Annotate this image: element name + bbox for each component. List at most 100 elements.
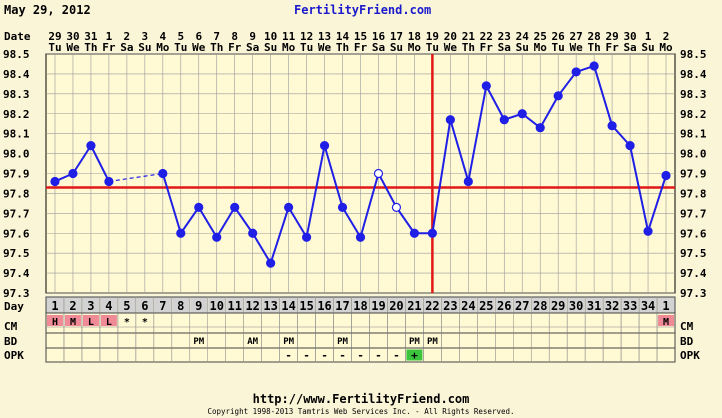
temp-point (463, 176, 473, 187)
opk-value: - (393, 349, 400, 362)
bd-value: AM (247, 337, 258, 347)
cycle-day-label: 33 (623, 299, 637, 313)
day-cell-bg (621, 297, 639, 313)
weekday-label: Su (390, 41, 403, 54)
weekday-label: Fr (480, 41, 494, 54)
weekday-label: Th (462, 41, 475, 54)
cycle-day-label: 28 (533, 299, 547, 313)
temp-line-segment (557, 71, 577, 97)
site-link[interactable]: FertilityFriend.com (294, 3, 432, 17)
date-label: 27 (570, 30, 583, 43)
date-label: 14 (336, 30, 350, 43)
date-label: 3 (142, 30, 149, 43)
weekday-label: Su (264, 41, 277, 54)
temp-point (481, 81, 491, 91)
opk-value: + (411, 349, 418, 362)
cycle-day-label: 18 (353, 299, 367, 313)
temp-point (104, 176, 114, 187)
y-tick-label-right: 98.5 (680, 48, 707, 61)
date-label: 4 (160, 30, 167, 43)
weekday-label: Sa (623, 41, 636, 54)
temp-line-segment (108, 172, 163, 183)
temp-point (391, 202, 402, 212)
temp-point (230, 202, 240, 212)
temp-point (643, 226, 653, 236)
day-cell-bg (172, 297, 190, 313)
day-cell-bg (387, 297, 405, 313)
opk-value: - (321, 349, 328, 362)
temp-point (607, 121, 617, 131)
weekday-label: Th (210, 41, 223, 54)
temp-line-segment (251, 232, 272, 264)
date-label: 18 (408, 30, 421, 43)
bd-value: PM (283, 337, 294, 347)
temp-line-segment (431, 119, 452, 234)
temp-line-segment (467, 85, 488, 182)
bd-row-label-left: BD (4, 335, 18, 348)
temp-line-segment (377, 173, 398, 208)
y-tick-label-right: 98.1 (680, 128, 707, 141)
y-tick-label-left: 97.4 (3, 267, 30, 280)
temp-line-segment (539, 95, 560, 129)
cm-value: M (663, 317, 669, 328)
date-label: 23 (498, 30, 511, 43)
date-label: 26 (552, 30, 566, 43)
cycle-day-label: 11 (227, 299, 241, 313)
day-cell-bg (657, 297, 675, 313)
temp-line-segment (305, 145, 326, 238)
cycle-day-label: 7 (159, 299, 166, 313)
date-label: 22 (480, 30, 493, 43)
weekday-label: Th (588, 41, 601, 54)
weekday-label: Mo (408, 41, 422, 54)
weekday-label: Tu (174, 41, 187, 54)
cm-highlight (100, 315, 117, 326)
y-tick-label-left: 98.3 (3, 88, 30, 101)
day-cell-bg (316, 297, 334, 313)
cm-highlight (64, 315, 81, 326)
date-label: 2 (124, 30, 131, 43)
date-label: 11 (282, 30, 296, 43)
day-cell-bg (82, 297, 100, 313)
date-label: 16 (372, 30, 386, 43)
cycle-day-label: 30 (569, 299, 583, 313)
cm-value: L (88, 317, 94, 328)
temp-point (409, 228, 420, 238)
day-cell-bg (280, 297, 298, 313)
cm-highlight (82, 315, 99, 326)
date-label: 13 (318, 30, 331, 43)
day-cell-bg (585, 297, 603, 313)
day-cell-bg (549, 297, 567, 313)
temp-point (176, 228, 186, 238)
temp-point (248, 228, 258, 238)
weekday-label: Tu (48, 41, 61, 54)
date-label: 29 (48, 30, 61, 43)
weekday-label: Su (516, 41, 529, 54)
y-tick-label-left: 98.2 (3, 108, 30, 121)
day-cell-bg (46, 297, 64, 313)
temp-line-segment (485, 85, 506, 121)
cm-row (45, 312, 676, 334)
day-cell-bg (603, 297, 621, 313)
date-label: 19 (426, 30, 439, 43)
temp-point (625, 141, 635, 151)
bd-row-label-right: BD (680, 335, 694, 348)
y-tick-label-right: 97.8 (680, 187, 707, 200)
temp-point (266, 258, 276, 268)
day-cell-bg (262, 297, 280, 313)
cycle-day-label: 29 (551, 299, 565, 313)
cycle-day-label: 4 (105, 299, 112, 313)
y-tick-label-right: 97.5 (680, 247, 707, 260)
y-tick-label-left: 97.3 (3, 287, 30, 300)
weekday-label: We (444, 41, 458, 54)
temp-point (355, 232, 366, 242)
day-cell-bg (477, 297, 495, 313)
temp-point (68, 168, 78, 179)
weekday-label: Fr (354, 41, 368, 54)
temp-point (50, 176, 60, 187)
day-cell-bg (154, 297, 172, 313)
weekday-label: Th (336, 41, 349, 54)
footer-url[interactable]: http://www.FertilityFriend.com (252, 392, 470, 406)
day-row-label-left: Day (4, 300, 24, 313)
y-tick-label-left: 98.1 (3, 128, 30, 141)
cycle-day-label: 10 (210, 299, 224, 313)
